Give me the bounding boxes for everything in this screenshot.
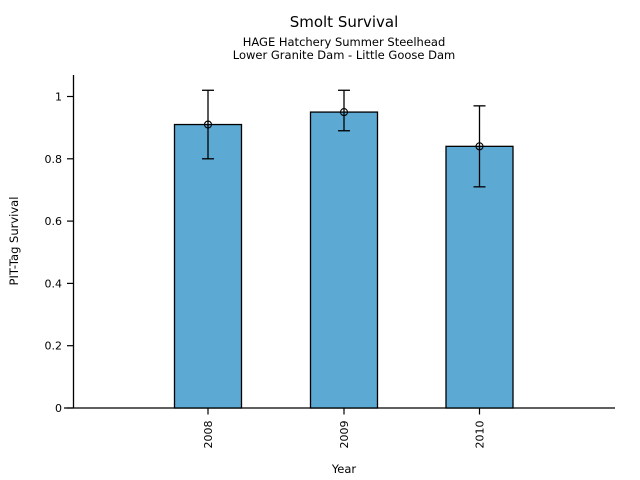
bar [173,123,243,409]
y-tick-label: 1 [55,91,62,104]
x-axis-label: Year [331,462,357,476]
x-tick-label: 2010 [474,421,487,449]
y-tick-label: 0.8 [45,153,63,166]
y-tick-label: 0 [55,402,62,415]
bar [445,145,514,409]
bar [309,111,379,409]
chart-title: Smolt Survival [289,13,399,31]
error-marker [339,108,349,117]
error-marker [203,120,213,129]
y-tick-label: 0.4 [45,277,63,290]
error-marker [475,142,484,151]
y-tick-label: 0.2 [45,340,63,353]
y-axis-label: PIT-Tag Survival [7,196,21,286]
x-tick-label: 2008 [202,421,215,449]
x-tick-label: 2009 [338,421,351,449]
chart-subtitle-line1: HAGE Hatchery Summer Steelhead [242,35,446,49]
y-tick-label: 0.6 [45,215,63,228]
chart-subtitle-line2: Lower Granite Dam - Little Goose Dam [232,48,456,62]
